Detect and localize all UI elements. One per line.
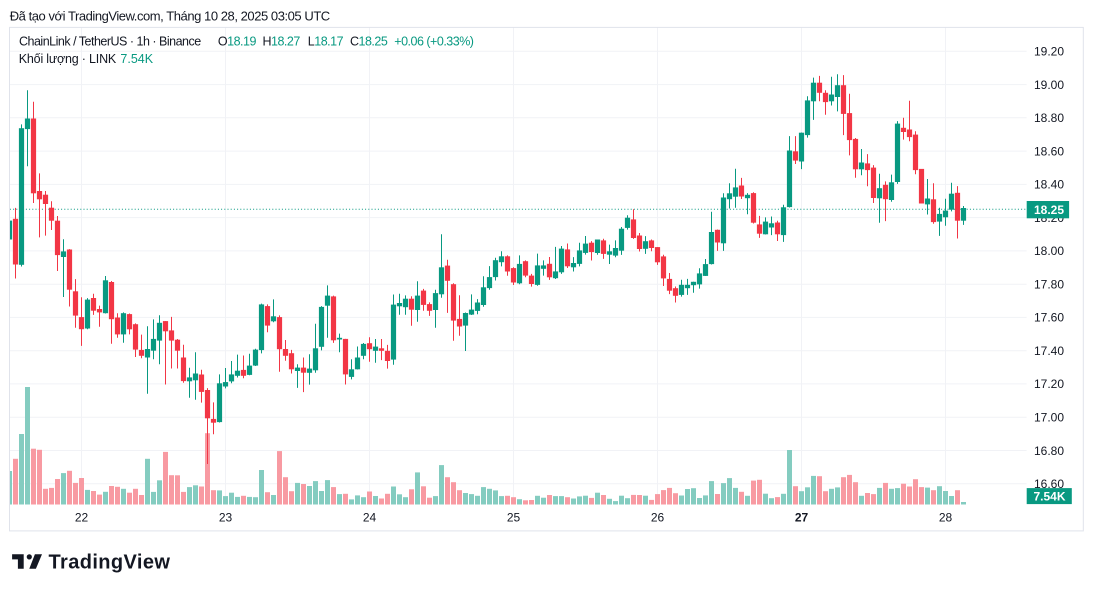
svg-text:18.40: 18.40 bbox=[1034, 178, 1064, 192]
svg-text:O18.19: O18.19 bbox=[218, 35, 257, 49]
svg-text:18.60: 18.60 bbox=[1034, 144, 1064, 158]
svg-text:27: 27 bbox=[795, 511, 809, 525]
svg-text:19.00: 19.00 bbox=[1034, 78, 1064, 92]
svg-text:24: 24 bbox=[363, 511, 377, 525]
svg-text:L18.17: L18.17 bbox=[308, 35, 344, 49]
svg-text:25: 25 bbox=[507, 511, 521, 525]
svg-text:TradingView: TradingView bbox=[49, 552, 171, 574]
svg-text:16.80: 16.80 bbox=[1034, 444, 1064, 458]
svg-text:18.80: 18.80 bbox=[1034, 111, 1064, 125]
svg-text:23: 23 bbox=[219, 511, 233, 525]
svg-text:Đã tạo với TradingView.com, Th: Đã tạo với TradingView.com, Tháng 10 28,… bbox=[10, 9, 330, 24]
svg-text:Khối lượng · LINK: Khối lượng · LINK bbox=[19, 52, 117, 66]
svg-text:28: 28 bbox=[939, 511, 953, 525]
svg-text:H18.27: H18.27 bbox=[263, 35, 301, 49]
svg-text:ChainLink / TetherUS · 1h · Bi: ChainLink / TetherUS · 1h · Binance bbox=[19, 35, 201, 49]
svg-text:18.00: 18.00 bbox=[1034, 244, 1064, 258]
svg-text:C18.25: C18.25 bbox=[350, 35, 388, 49]
svg-text:16.60: 16.60 bbox=[1034, 477, 1064, 491]
svg-text:7.54K: 7.54K bbox=[120, 52, 153, 66]
svg-text:19.20: 19.20 bbox=[1034, 45, 1064, 59]
svg-text:17.20: 17.20 bbox=[1034, 377, 1064, 391]
svg-text:+0.06 (+0.33%): +0.06 (+0.33%) bbox=[394, 35, 474, 49]
svg-text:26: 26 bbox=[651, 511, 665, 525]
svg-text:17.40: 17.40 bbox=[1034, 344, 1064, 358]
svg-text:17.60: 17.60 bbox=[1034, 311, 1064, 325]
svg-text:17.80: 17.80 bbox=[1034, 278, 1064, 292]
svg-text:17.00: 17.00 bbox=[1034, 411, 1064, 425]
svg-text:22: 22 bbox=[75, 511, 89, 525]
svg-text:18.25: 18.25 bbox=[1034, 203, 1064, 217]
svg-text:7.54K: 7.54K bbox=[1034, 489, 1066, 503]
